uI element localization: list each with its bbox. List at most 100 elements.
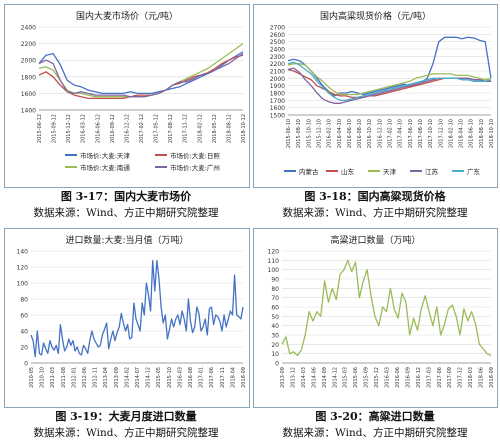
caption-source: 数据来源：Wind、方正中期研究院整理 <box>282 427 468 439</box>
x-tick-label: 2018-05-12 <box>212 114 218 143</box>
x-tick-label: 2014-06 <box>311 367 317 388</box>
caption-fig-3-17: 图 3-17：国内大麦市场价 数据来源：Wind、方正中期研究院整理 <box>0 190 252 220</box>
y-tick-label: 20 <box>20 345 28 352</box>
y-tick-label: 1800 <box>270 91 285 98</box>
sorghum-price-chart: 国内高粱现货价格（元/吨） 150016001700180019002000210… <box>270 10 495 176</box>
y-tick-label: 2400 <box>21 25 36 32</box>
x-tick-label: 2016-09-12 <box>110 114 116 143</box>
caption-fig-3-20: 图 3-20：高粱进口数量 数据来源：Wind、方正中期研究院整理 <box>250 410 500 440</box>
x-tick-label: 2012-01 <box>71 367 77 388</box>
x-tick-label: 2017-06-10 <box>408 119 414 148</box>
x-tick-label: 2012-11 <box>93 367 99 388</box>
x-tick-label: 2017-11-12 <box>183 114 189 143</box>
x-tick-label: 2014-12 <box>146 367 152 388</box>
y-tick-label: 100 <box>17 281 29 288</box>
y-tick-label: 1700 <box>270 98 285 105</box>
caption-title: 图 3-18：国内高粱现货价格 <box>304 190 446 203</box>
legend-label: 市场价:大麦:南通 <box>80 163 130 172</box>
x-tick-label: 2015-06 <box>353 367 359 388</box>
y-tick-label: 40 <box>271 323 279 330</box>
y-tick-label: 1400 <box>21 108 36 115</box>
y-tick-label: 1600 <box>21 91 36 98</box>
barley-price-chart: 国内大麦市场价（元/吨） 1400 1600 1800 2000 2200 2400 2015… <box>21 10 247 172</box>
x-tick-label: 2016-12 <box>416 367 422 388</box>
y-tick-label: 1900 <box>270 83 285 90</box>
x-tick-label: 2017-11 <box>220 367 226 388</box>
y-tick-label: 2000 <box>21 58 36 65</box>
x-tick-label: 2011-03 <box>50 367 56 388</box>
x-tick-label: 2017-06 <box>209 367 215 388</box>
legend-label: 市场价:大麦:广州 <box>170 163 220 172</box>
x-tick-label: 2013-04 <box>103 367 109 388</box>
caption-source: 数据来源：Wind、方正中期研究院整理 <box>33 207 219 219</box>
x-tick-label: 2016-06 <box>395 367 401 388</box>
x-tick-label: 2017-12-10 <box>438 119 444 148</box>
caption-source: 数据来源：Wind、方正中期研究院整理 <box>33 427 219 439</box>
chart-panel-sorghum-imports: 高粱进口数量（万吨） 0 10 20 30 40 50 60 70 80 90 100 110 120 20… <box>253 228 498 408</box>
y-tick-label: 140 <box>17 249 29 256</box>
y-tick-label: 2400 <box>270 47 285 54</box>
series-line-0 <box>287 36 492 97</box>
y-tick-label: 0 <box>275 361 279 368</box>
x-tick-label: 2016-06-12 <box>95 114 101 143</box>
y-tick-label: 30 <box>271 333 279 340</box>
x-tick-label: 2018-08-10 <box>479 119 485 148</box>
series-line-0 <box>38 51 244 95</box>
y-tick-label: 80 <box>271 286 279 293</box>
x-tick-label: 2015-09-12 <box>52 114 58 143</box>
x-tick-label: 2013-09 <box>280 367 286 388</box>
caption-fig-3-18: 图 3-18：国内高粱现货价格 数据来源：Wind、方正中期研究院整理 <box>250 190 500 220</box>
series-line-1 <box>38 54 244 100</box>
x-tick-label: 2017-02-12 <box>139 114 145 143</box>
legend-label: 市场价:大麦:天津 <box>80 151 130 160</box>
x-tick-label: 2016-09 <box>405 367 411 388</box>
x-tick-label: 2016-10-10 <box>367 119 373 148</box>
series-line-0 <box>30 259 244 358</box>
chart-panel-sorghum-price: 国内高粱现货价格（元/吨） 1500 1600 1700 1800 1900 2000 210… <box>253 4 498 188</box>
x-tick-label: 2012-06 <box>82 367 88 388</box>
caption-title: 图 3-17：国内大麦市场价 <box>60 190 192 203</box>
x-tick-label: 2016-12-10 <box>377 119 383 148</box>
y-tick-label: 120 <box>268 249 280 256</box>
x-tick-label: 2015-06-10 <box>286 119 292 148</box>
y-tick-label: 1600 <box>270 105 285 112</box>
y-tick-label: 2200 <box>21 41 36 48</box>
legend-label: 市场价:大麦:日照 <box>170 151 220 160</box>
x-tick-label: 2018-06 <box>479 367 485 388</box>
y-tick-label: 2200 <box>270 61 285 68</box>
y-tick-label: 120 <box>17 265 29 272</box>
y-tick-label: 2700 <box>270 25 285 32</box>
y-tick-label: 10 <box>271 351 279 358</box>
chart-title: 进口数量:大麦:当月值（万吨） <box>65 234 188 246</box>
x-tick-label: 2015-06-12 <box>37 114 43 143</box>
x-tick-label: 2018-08-12 <box>226 114 232 143</box>
x-tick-label: 2016-08-10 <box>357 119 363 148</box>
chart-title: 国内大麦市场价（元/吨） <box>76 10 178 22</box>
x-tick-label: 2010-05 <box>29 367 35 388</box>
y-tick-label: 70 <box>271 295 279 302</box>
chart-panel-barley-price: 国内大麦市场价（元/吨） 1400 1600 1800 2000 2200 2400 2015… <box>4 4 250 188</box>
x-tick-label: 2014-12 <box>332 367 338 388</box>
y-tick-label: 0 <box>24 361 28 368</box>
series-line-0 <box>281 259 492 357</box>
series-line-3 <box>38 53 244 98</box>
caption-title: 图 3-20：高粱进口数量 <box>315 410 435 423</box>
y-tick-label: 1500 <box>270 113 285 120</box>
x-tick-label: 2015-03 <box>343 367 349 388</box>
chart-title: 国内高粱现货价格（元/吨） <box>320 10 431 22</box>
x-tick-label: 2015-12-12 <box>66 114 72 143</box>
x-tick-label: 2017-03 <box>426 367 432 388</box>
x-tick-label: 2013-09 <box>114 367 120 388</box>
y-tick-label: 60 <box>271 305 279 312</box>
x-tick-label: 2017-10-10 <box>428 119 434 148</box>
x-tick-label: 2017-02-10 <box>388 119 394 148</box>
y-tick-label: 2600 <box>270 32 285 39</box>
x-tick-label: 2017-08-10 <box>418 119 424 148</box>
x-tick-label: 2018-04-10 <box>459 119 465 148</box>
barley-imports-chart: 进口数量:大麦:当月值（万吨） 0 20 40 60 80 100 120 140 2010-05… <box>17 234 247 388</box>
x-tick-label: 2017-09 <box>447 367 453 388</box>
x-tick-label: 2015-10 <box>167 367 173 388</box>
x-tick-label: 2014-03 <box>301 367 307 388</box>
x-tick-label: 2010-10 <box>40 367 46 388</box>
